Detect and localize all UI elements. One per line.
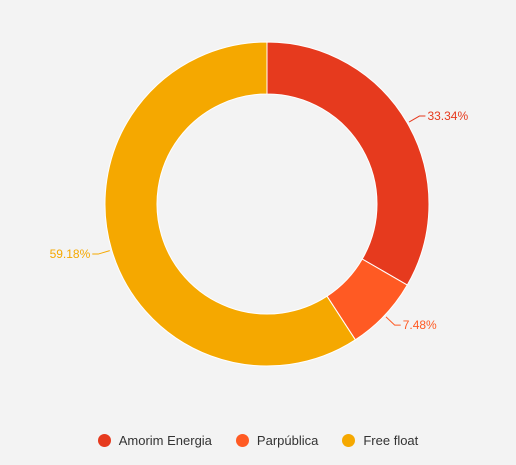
legend-marker-parpublica <box>235 433 249 447</box>
donut-chart: 33.34% 7.48% 59.18% <box>50 41 468 367</box>
legend-label-parpublica: Parpública <box>256 432 319 448</box>
legend-label-free-float: Free float <box>363 432 419 448</box>
legend-item-parpublica[interactable]: Parpública <box>235 432 319 448</box>
slice-free-float[interactable] <box>104 41 357 367</box>
chart-legend: Amorim Energia Parpública Free float <box>0 428 516 452</box>
leader-line-amorim-energia <box>408 115 426 123</box>
legend-marker-amorim-energia <box>97 433 111 447</box>
legend-item-free-float[interactable]: Free float <box>342 433 418 448</box>
leader-line-parp-blica <box>385 316 401 326</box>
legend-item-amorim-energia[interactable]: Amorim Energia <box>97 432 212 448</box>
slice-amorim-energia[interactable] <box>266 41 430 286</box>
legend-marker-free-float <box>342 433 356 447</box>
data-label-amorim-energia: 33.34% <box>427 109 468 123</box>
data-label-parp-blica: 7.48% <box>403 318 437 332</box>
data-label-free-float: 59.18% <box>50 247 91 261</box>
leader-line-free-float <box>92 250 110 255</box>
legend-label-amorim-energia: Amorim Energia <box>118 432 212 448</box>
